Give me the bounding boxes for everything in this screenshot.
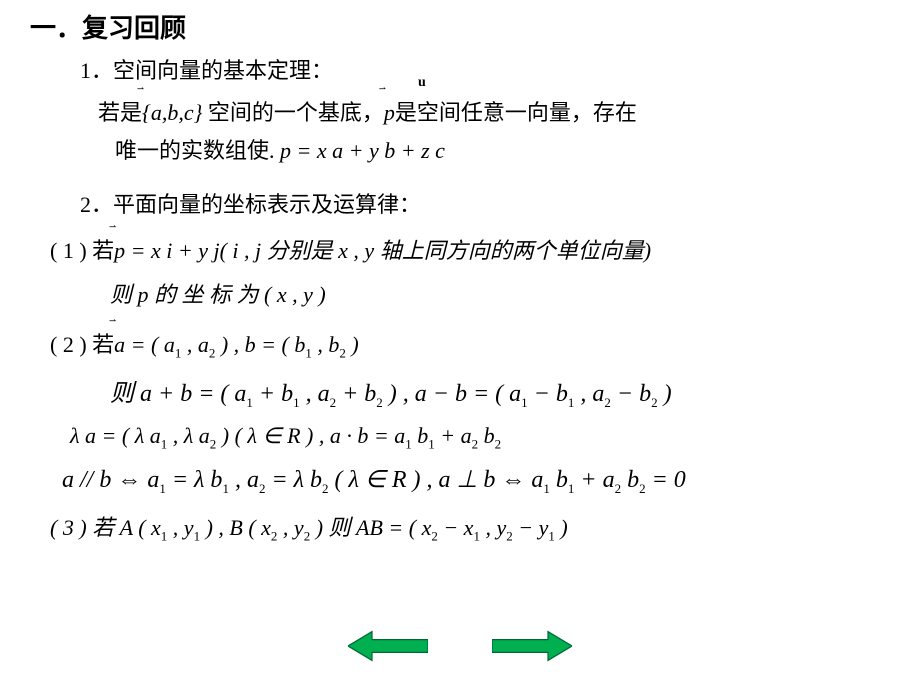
- rule-1-line-2: 则 p 的 坐 标 为 ( x , y ): [110, 277, 900, 309]
- rule-2-line-4: a // b ⇔ a1 = λ b1 , a2 = λ b2 ( λ ∈ R )…: [62, 465, 900, 497]
- document-body: 一．复习回顾 1．空间向量的基本定理： u 若是{a,b,c} 空间的一个基底，…: [0, 0, 920, 553]
- next-button[interactable]: [492, 629, 572, 668]
- rule-3-line: ( 3 ) 若 A ( x1 , y1 ) , B ( x2 , y2 ) 则 …: [50, 510, 900, 544]
- basis-set: {a,b,c}: [142, 100, 202, 126]
- rule-1-line-1: ( 1 ) 若p = x i + y j( i , j 分别是 x , y 轴上…: [50, 233, 900, 265]
- rule-2-line-2: 则 a + b = ( a1 + b1 , a2 + b2 ) , a − b …: [110, 373, 900, 411]
- theorem-line-2: 唯一的实数组使. p = x a + y b + z c: [115, 133, 900, 165]
- left-arrow-icon: [348, 629, 428, 663]
- navigation-arrows: [0, 629, 920, 668]
- main-heading: 一．复习回顾: [30, 8, 900, 45]
- prev-button[interactable]: [348, 629, 428, 668]
- theorem-line-1: u 若是{a,b,c} 空间的一个基底，p是空间任意一向量，存在: [98, 95, 900, 127]
- rule-2-line-1: ( 2 ) 若a = ( a1 , a2 ) , b = ( b1 , b2 ): [50, 327, 900, 361]
- rule-2-line-3: λ a = ( λ a1 , λ a2 ) ( λ ∈ R ) , a · b …: [70, 423, 900, 452]
- section-2-title: 2．平面向量的坐标表示及运算律：: [80, 187, 900, 219]
- right-arrow-icon: [492, 629, 572, 663]
- section-1-title: 1．空间向量的基本定理：: [80, 53, 900, 85]
